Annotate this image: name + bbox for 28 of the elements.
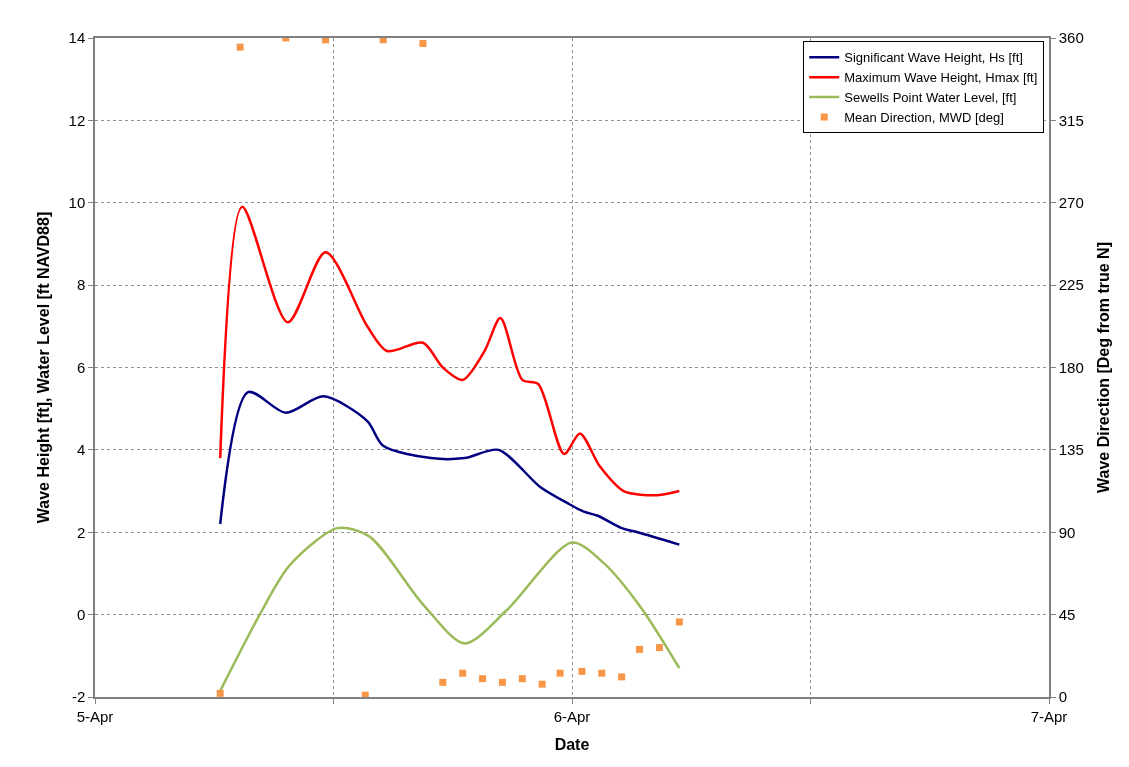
y2-tick-label: 270	[1058, 194, 1084, 211]
y2-axis-title: Wave Direction [Deg from true N]	[1094, 242, 1112, 493]
y2-tick-label: 225	[1058, 276, 1084, 294]
y-tick-label: 2	[76, 523, 86, 541]
legend-label: Significant Wave Height, Hs [ft]	[844, 50, 1023, 66]
y2-tick-label: 90	[1058, 523, 1076, 541]
x-tick-label: 6-Apr	[553, 707, 591, 725]
legend-label: Maximum Wave Height, Hmax [ft]	[844, 70, 1038, 86]
y-tick-label: 8	[76, 276, 86, 294]
y2-tick-label: 315	[1058, 111, 1084, 129]
y-tick-label: 12	[68, 111, 86, 129]
legend-label: Sewells Point Water Level, [ft]	[844, 90, 1017, 106]
x-tick-label: 7-Apr	[1030, 707, 1068, 725]
y-axis-title: Wave Height [ft], Water Level [ft NAVD88]	[34, 211, 52, 524]
y-tick-label: 4	[76, 441, 86, 459]
y2-tick-label: 360	[1058, 29, 1084, 47]
y-tick-label: -2	[71, 688, 86, 706]
x-axis-title: Date	[554, 735, 590, 753]
y-tick-label: 10	[68, 194, 86, 211]
legend-label: Mean Direction, MWD [deg]	[844, 110, 1004, 126]
y-tick-label: 0	[76, 605, 86, 623]
y2-tick-label: 180	[1058, 358, 1084, 376]
y-tick-label: 6	[76, 358, 86, 376]
y2-tick-label: 135	[1058, 441, 1084, 459]
x-tick-label: 5-Apr	[76, 707, 114, 725]
y2-tick-label: 0	[1058, 688, 1068, 706]
y2-tick-label: 45	[1058, 605, 1076, 623]
y-tick-label: 14	[68, 29, 86, 47]
